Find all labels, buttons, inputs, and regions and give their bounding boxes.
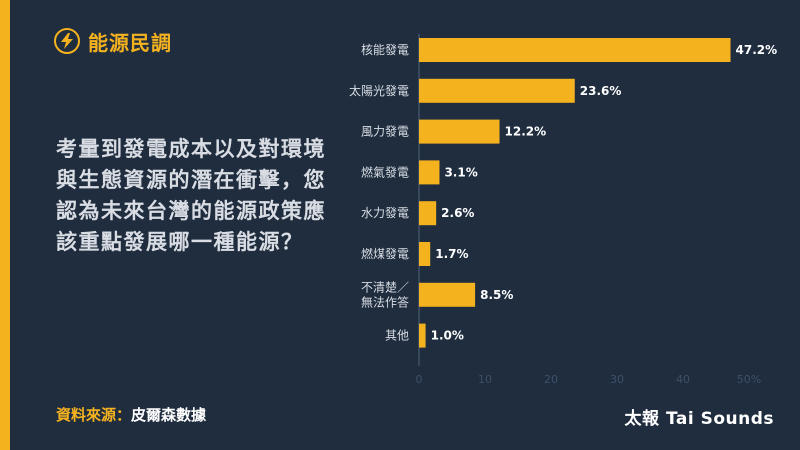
value-label-3: 3.1% bbox=[444, 165, 477, 179]
bar-5 bbox=[419, 242, 431, 266]
data-source: 資料來源：皮爾森數據 bbox=[56, 404, 206, 425]
bar-0 bbox=[419, 38, 731, 62]
source-value: 皮爾森數據 bbox=[131, 406, 207, 424]
value-label-5: 1.7% bbox=[435, 247, 468, 261]
value-label-0: 47.2% bbox=[736, 43, 778, 57]
source-label: 資料來源： bbox=[56, 406, 132, 424]
x-tick-label-4: 40 bbox=[676, 373, 690, 386]
value-label-1: 23.6% bbox=[580, 84, 622, 98]
category-label-6-1: 無法作答 bbox=[361, 294, 409, 309]
value-label-2: 12.2% bbox=[505, 125, 547, 139]
x-tick-label-0: 0 bbox=[416, 373, 423, 386]
survey-question: 考量到發電成本以及對環境與生態資源的潛在衝擊，您認為未來台灣的能源政策應該重點發… bbox=[56, 137, 326, 254]
bar-4 bbox=[419, 201, 437, 226]
x-tick-label-2: 20 bbox=[544, 373, 558, 386]
category-label-4: 水力發電 bbox=[361, 205, 409, 220]
category-label-7: 其他 bbox=[385, 329, 409, 343]
bar-1 bbox=[419, 78, 575, 103]
page-title: 能源民調 bbox=[88, 30, 172, 55]
value-label-4: 2.6% bbox=[441, 206, 474, 220]
category-label-3: 燃氣發電 bbox=[361, 164, 409, 179]
lightning-bolt-icon bbox=[54, 28, 80, 54]
bar-6 bbox=[419, 282, 476, 307]
bar-3 bbox=[419, 160, 440, 185]
x-tick-label-3: 30 bbox=[610, 373, 624, 386]
publisher-logo-text: 太報 Tai Sounds bbox=[624, 409, 774, 429]
category-label-5: 燃煤發電 bbox=[361, 246, 409, 261]
brand-header: 能源民調 bbox=[54, 26, 172, 56]
value-label-7: 1.0% bbox=[431, 329, 464, 343]
category-label-6-0: 不清楚／ bbox=[361, 280, 409, 294]
category-label-1: 太陽光發電 bbox=[349, 83, 409, 98]
category-label-0: 核能發電 bbox=[361, 42, 409, 57]
value-label-6: 8.5% bbox=[480, 288, 513, 302]
category-label-2: 風力發電 bbox=[361, 124, 409, 139]
bar-7 bbox=[419, 323, 426, 348]
x-tick-label-5: 50% bbox=[737, 373, 761, 386]
x-tick-label-1: 10 bbox=[478, 373, 492, 386]
accent-side-bar bbox=[0, 0, 10, 450]
bar-2 bbox=[419, 119, 500, 144]
